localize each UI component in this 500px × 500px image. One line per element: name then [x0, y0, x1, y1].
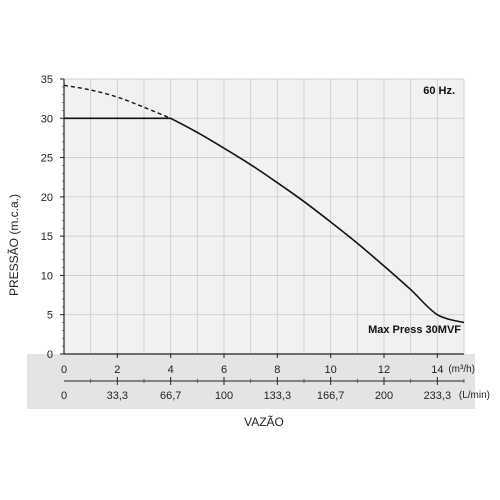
x-unit-m3h: (m³/h) — [448, 364, 475, 375]
x-unit-lmin: (L/min) — [459, 390, 490, 401]
x-tick-label-m3h: 10 — [325, 364, 337, 376]
y-axis-title: PRESSÃO (m.c.a.) — [7, 194, 21, 296]
plot-area — [64, 79, 464, 354]
x-tick-label-m3h: 14 — [431, 364, 443, 376]
grid-lines — [64, 78, 465, 354]
y-tick-label: 10 — [41, 270, 53, 282]
series-line-dashed — [63, 84, 171, 119]
x-tick-label-lmin: 233,3 — [424, 390, 452, 402]
y-tick-label: 15 — [41, 231, 53, 243]
x-tick-label-m3h: 8 — [274, 364, 280, 376]
x-tick-label-m3h: 4 — [168, 364, 174, 376]
x-tick-label-m3h: 6 — [221, 364, 227, 376]
y-axis-ticks: 0 5 10 15 20 25 30 35 — [41, 74, 64, 361]
series-label: Max Press 30MVF — [368, 324, 461, 336]
y-tick-label: 5 — [47, 310, 53, 322]
x-tick-label-lmin: 133,3 — [264, 390, 292, 402]
y-tick-label: 25 — [41, 153, 53, 165]
x-tick-label-lmin: 0 — [61, 390, 67, 402]
x-axis-title: VAZÃO — [244, 415, 284, 429]
y-tick-label: 0 — [47, 349, 53, 361]
x-tick-label-lmin: 33,3 — [107, 390, 128, 402]
x-tick-label-lmin: 66,7 — [160, 390, 181, 402]
x-tick-label-lmin: 100 — [215, 390, 233, 402]
x-tick-label-m3h: 2 — [114, 364, 120, 376]
x-tick-label-lmin: 166,7 — [317, 390, 345, 402]
x-axis-ticks: 0 2 4 6 8 10 12 14 0 33,3 66,7 100 133,3 166,7 200 233,… — [61, 354, 465, 402]
x-tick-label-m3h: 0 — [61, 364, 67, 376]
y-tick-label: 30 — [41, 113, 53, 125]
x-tick-label-m3h: 12 — [378, 364, 390, 376]
series-line-solid — [64, 117, 465, 324]
series-layer — [63, 84, 465, 324]
x-tick-label-lmin: 200 — [375, 390, 393, 402]
y-tick-label: 20 — [41, 192, 53, 204]
frequency-annotation: 60 Hz. — [423, 85, 455, 97]
y-tick-label: 35 — [41, 74, 53, 86]
